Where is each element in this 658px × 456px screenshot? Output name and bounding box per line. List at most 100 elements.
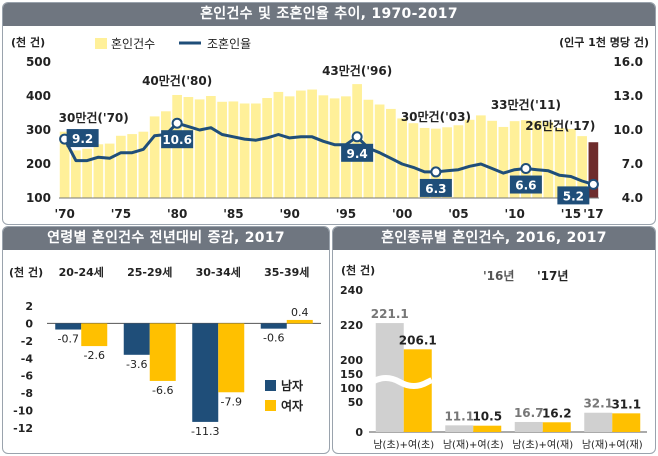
marriage-bar (284, 96, 295, 198)
legend-label-2016: '16년 (483, 269, 514, 283)
x-tick-label: '10 (504, 207, 524, 221)
bar-2017 (542, 422, 571, 432)
marriage-bar (138, 131, 149, 198)
bar-female (149, 323, 176, 381)
marriage-bar (82, 148, 92, 198)
value-label-2017: 31.1 (611, 397, 641, 411)
bar-male (123, 323, 150, 355)
category-label: 남(초)+여(초) (373, 439, 434, 451)
marriage-bar (453, 125, 464, 198)
marriage-bar (509, 121, 520, 198)
left-tick-label: 200 (26, 157, 51, 171)
category-label: 남(재)+여(초) (443, 439, 504, 451)
y-tick-label: 50 (348, 396, 364, 409)
bar-2016 (445, 425, 474, 432)
left-tick-label: 400 (26, 89, 51, 103)
y-tick-label: 100 (340, 382, 363, 395)
value-label-2016: 16.7 (514, 406, 544, 420)
category-label: 30-34세 (196, 265, 241, 279)
left-tick-label: 100 (26, 191, 51, 205)
panel-title-type: 혼인종류별 혼인건수, 2016, 2017 (333, 227, 655, 250)
right-tick-label: 7.0 (622, 157, 643, 171)
marriage-bar (206, 96, 216, 198)
marriage-bar (532, 120, 542, 198)
axis-break-mark (370, 375, 434, 389)
value-label-male: -11.3 (191, 425, 219, 438)
rate-line (63, 121, 594, 186)
rate-label: 10.6 (162, 133, 192, 147)
category-label: 남(재)+여(재) (582, 439, 643, 451)
rate-marker (430, 166, 442, 178)
value-label-male: -0.6 (263, 332, 284, 345)
marriage-bar (116, 135, 126, 198)
value-label-female: -7.9 (221, 395, 242, 408)
right-tick-label: 4.0 (622, 191, 643, 205)
y-tick-label: -4 (21, 352, 34, 365)
annotation-label: 30만건('70) (59, 110, 129, 125)
bar-2016 (584, 412, 613, 432)
panel-marriage-trend: 혼인건수 및 조혼인율 추이, 1970-2017 (천 건) (인구 1천 명당… (2, 2, 656, 225)
marriage-bar (228, 101, 239, 198)
marriage-bar (476, 115, 486, 198)
x-tick-label: '00 (392, 207, 412, 221)
bar-male (260, 323, 287, 329)
rate-label-box (66, 129, 99, 148)
marriage-bar (543, 122, 554, 198)
marriage-bar (161, 111, 171, 198)
marriage-bar (59, 131, 70, 198)
rate-label-box (419, 178, 452, 197)
marriage-bar (318, 95, 329, 198)
rate-label-box (161, 130, 194, 149)
right-axis-unit: (인구 1천 명당 건) (559, 35, 649, 49)
y-tick-label: 2 (25, 300, 33, 313)
bar-2016 (514, 421, 543, 432)
y-axis-unit: (천 건) (341, 263, 375, 277)
rate-marker (587, 178, 599, 190)
annotation-label: 43만건('96) (322, 63, 392, 78)
marriage-bar (329, 98, 340, 198)
rate-label: 6.3 (425, 182, 446, 196)
y-tick-label: -12 (13, 422, 33, 435)
annotation-label: 30만건('03) (401, 109, 471, 124)
marriage-bar (521, 120, 531, 198)
marriage-bar (554, 127, 565, 198)
x-tick-label: '15 (561, 207, 581, 221)
value-label-male: -3.6 (126, 358, 147, 371)
y-tick-label: 0 (355, 426, 363, 439)
annotation-label: 40만건('80) (142, 73, 212, 88)
legend-label-2017: '17년 (537, 269, 568, 283)
x-tick-label: '05 (448, 207, 468, 221)
rate-label: 5.2 (563, 189, 584, 203)
marriage-bar (408, 123, 419, 198)
marriage-bar (296, 90, 306, 198)
value-label-2016: 32.1 (583, 397, 613, 411)
x-tick-label: '17 (583, 207, 603, 221)
y-tick-label: 0 (25, 317, 33, 330)
chart-marriage-trend: (천 건) (인구 1천 명당 건) 혼인건수 조혼인율 100 200 300 400 500… (11, 35, 649, 221)
bar-female (81, 323, 108, 347)
marriage-bar (498, 126, 509, 198)
x-tick-label: '95 (336, 207, 356, 221)
value-label-2017: 10.5 (472, 410, 502, 424)
chart-age-change: (천 건) 2 0 -2 -4 -6 -8 -10 -12 20-24세 -0.7 -2.6 25-29… (9, 265, 321, 438)
value-label-female: 0.4 (291, 306, 309, 319)
annotation-label: 33만건('11) (491, 97, 561, 112)
bar-female (286, 319, 313, 324)
value-label-male: -0.7 (58, 333, 79, 346)
marriage-bar (217, 101, 227, 198)
marriage-bar (239, 103, 250, 198)
bar-male (192, 323, 219, 422)
marriage-bar (262, 98, 272, 198)
right-tick-label: 16.0 (613, 55, 643, 69)
y-tick-label: 220 (340, 319, 363, 332)
category-label: 25-29세 (127, 265, 172, 279)
marriage-bar (588, 142, 599, 198)
y-tick-label: -8 (21, 387, 33, 400)
marriage-bar (93, 144, 104, 198)
left-axis-unit: (천 건) (11, 35, 45, 49)
marriage-bar (71, 150, 81, 198)
marriage-bar (397, 118, 407, 198)
y-tick-label: -2 (21, 335, 33, 348)
panel-marriage-type: 혼인종류별 혼인건수, 2016, 2017 (천 건) 0 50 100 150 200… (332, 226, 656, 454)
